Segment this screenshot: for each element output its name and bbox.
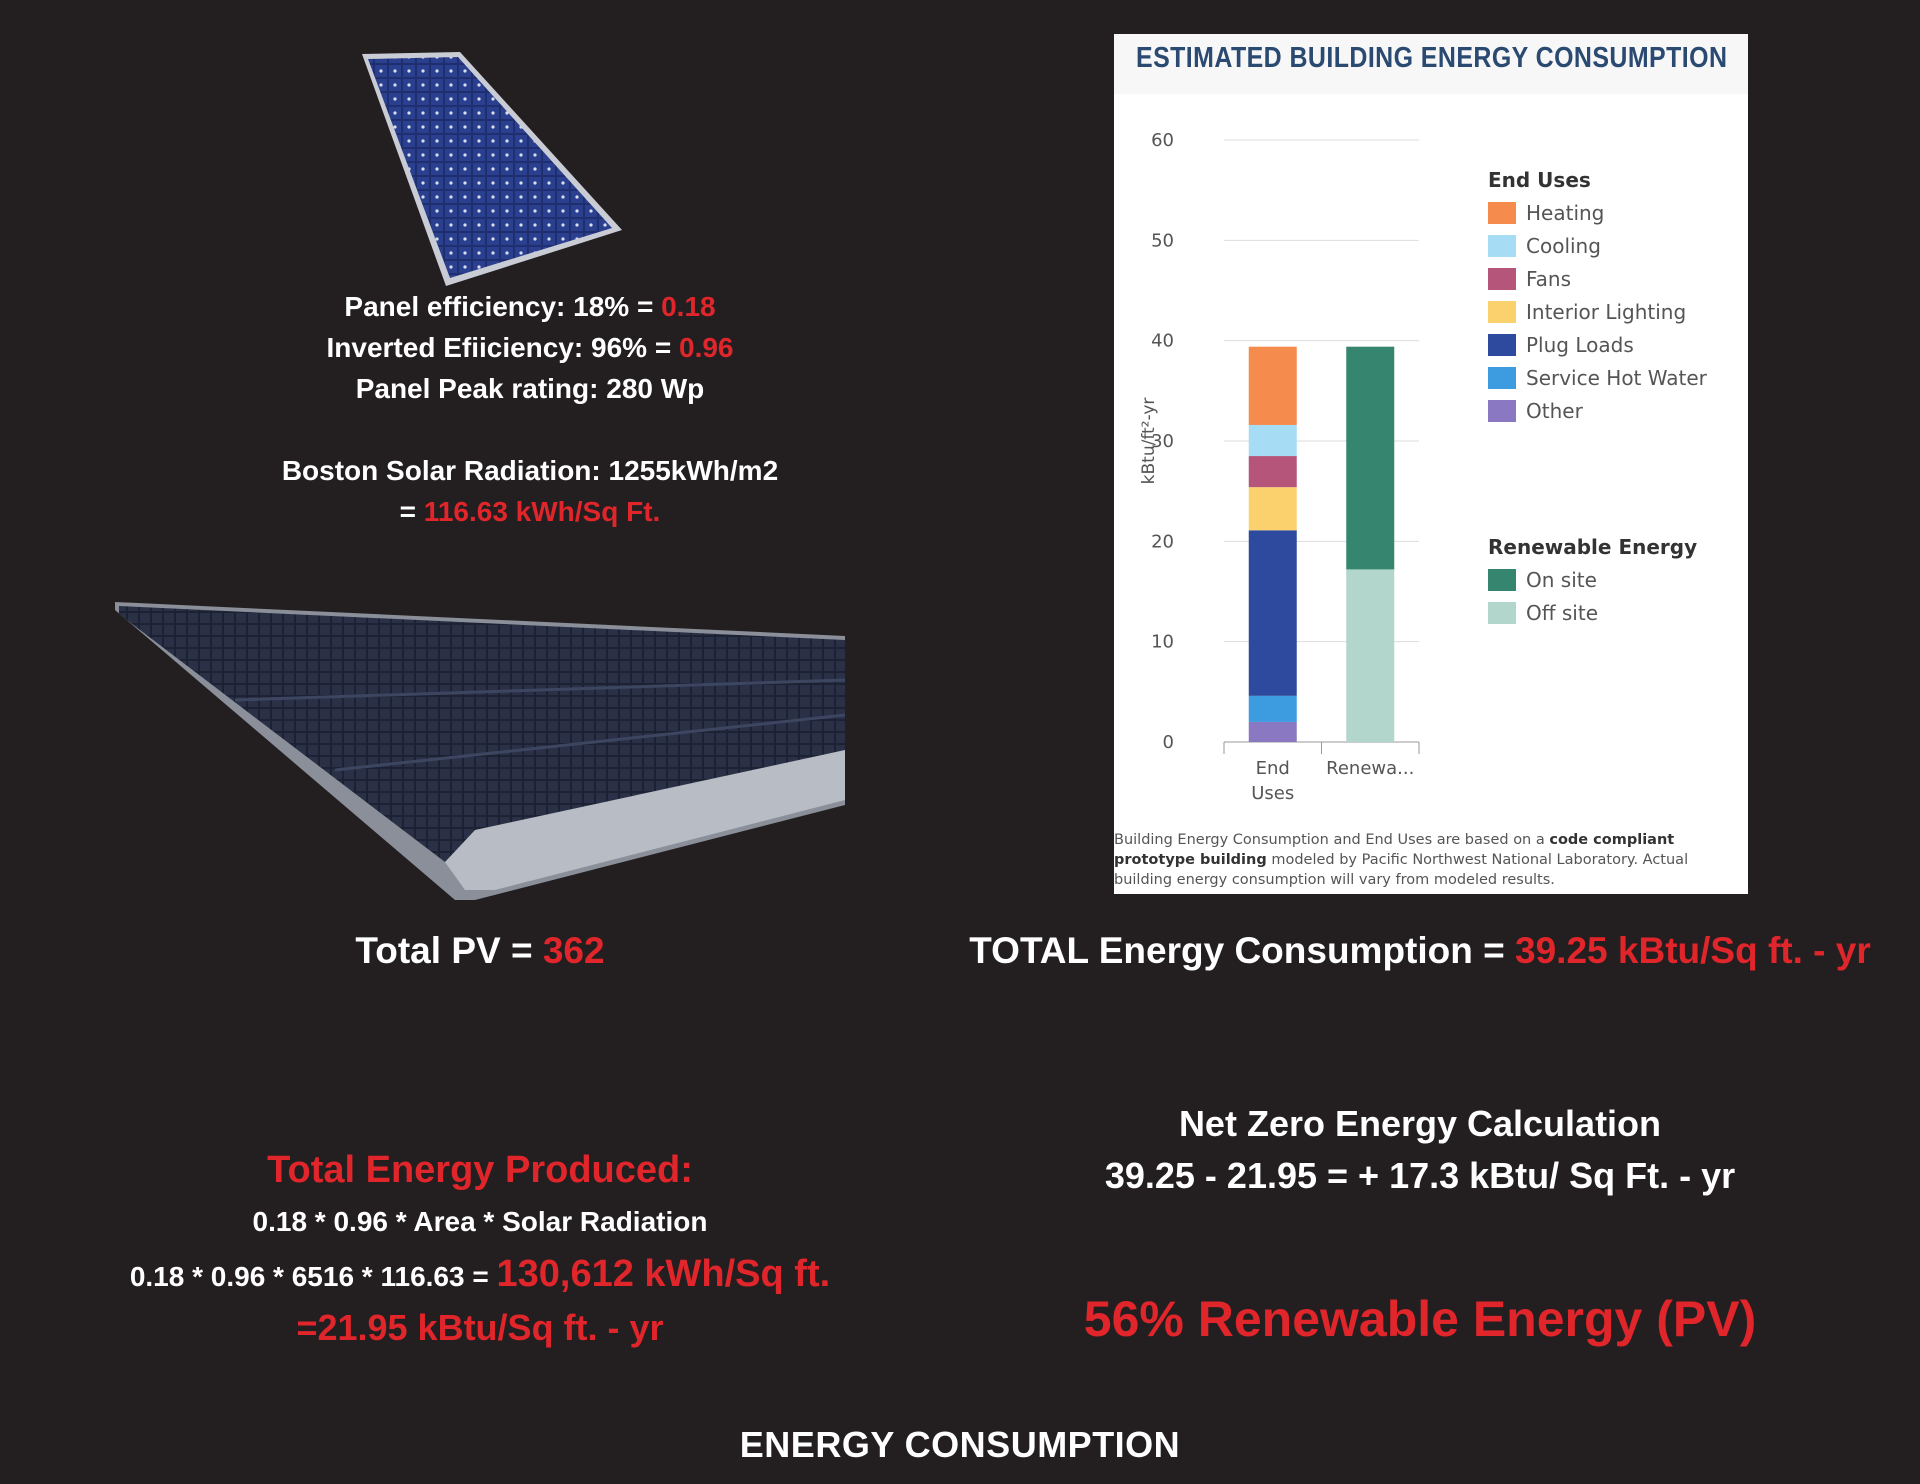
panel-efficiency-value: 0.18 [661, 291, 716, 322]
legend-label: Interior Lighting [1526, 299, 1687, 324]
y-tick-label: 20 [1151, 531, 1174, 552]
energy-produced-calc-expr: 0.18 * 0.96 * 6516 * 116.63 = [129, 1261, 497, 1292]
total-pv-value: 362 [542, 930, 605, 971]
x-category-label: Uses [1251, 783, 1294, 804]
legend-swatch [1488, 601, 1516, 624]
y-axis-label: kBtu/ft²-yr [1139, 398, 1159, 485]
legend-label: Other [1526, 398, 1583, 423]
renewable-percentage: 56% Renewable Energy (PV) [1083, 1291, 1757, 1347]
bar-segment-cooling [1248, 424, 1297, 457]
total-energy-label: TOTAL Energy Consumption = [969, 930, 1516, 971]
energy-produced-calc: 0.18 * 0.96 * 6516 * 116.63 = 130,612 kW… [60, 1248, 900, 1303]
bar-segment-off-site [1346, 569, 1395, 742]
total-energy-value: 39.25 kBtu/Sq ft. - yr [1515, 930, 1871, 971]
chart-title-bar: ESTIMATED BUILDING ENERGY CONSUMPTION [1114, 34, 1748, 94]
legend-swatch [1488, 333, 1516, 356]
y-tick-label: 10 [1151, 632, 1174, 653]
legend-swatch [1488, 568, 1516, 591]
chart-title: ESTIMATED BUILDING ENERGY CONSUMPTION [1136, 42, 1728, 74]
bar-segment-other [1248, 721, 1297, 742]
y-tick-label: 0 [1163, 732, 1174, 753]
inverter-efficiency-label: Inverted Efiiciency: 96% = [326, 332, 679, 363]
net-zero-block: Net Zero Energy Calculation 39.25 - 21.9… [1040, 1098, 1800, 1202]
legend-label: Cooling [1526, 233, 1601, 258]
legend-item: On site [1488, 563, 1707, 596]
legend-group-title: Renewable Energy [1488, 535, 1698, 559]
legend-item: Interior Lighting [1488, 295, 1707, 328]
inverter-efficiency-line: Inverted Efiiciency: 96% = 0.96 [230, 327, 830, 368]
chart-footnote: Building Energy Consumption and End Uses… [1114, 830, 1748, 890]
panel-peak-rating: Panel Peak rating: 280 Wp [355, 373, 705, 404]
panel-efficiency-line: Panel efficiency: 18% = 0.18 [230, 286, 830, 327]
y-tick-label: 50 [1151, 230, 1174, 251]
legend-item: Plug Loads [1488, 328, 1707, 361]
net-zero-title: Net Zero Energy Calculation [1178, 1103, 1662, 1144]
net-zero-equation: 39.25 - 21.95 = + 17.3 kBtu/ Sq Ft. - yr [1104, 1155, 1736, 1196]
y-tick-label: 30 [1151, 431, 1174, 452]
energy-produced-block: Total Energy Produced: 0.18 * 0.96 * Are… [60, 1144, 900, 1353]
legend-item: Fans [1488, 262, 1707, 295]
x-category-label: Renewa... [1326, 758, 1414, 779]
legend-label: On site [1526, 567, 1597, 592]
energy-consumption-chart-card: ESTIMATED BUILDING ENERGY CONSUMPTION 0 1… [1114, 34, 1748, 894]
legend-swatch [1488, 201, 1516, 224]
legend-item: Heating [1488, 196, 1707, 229]
footnote-bold: code compliant prototype building [1114, 832, 1675, 868]
energy-produced-calc-result: 130,612 kWh/Sq ft. [496, 1253, 831, 1295]
solar-array-image [115, 600, 846, 905]
legend-label: Plug Loads [1526, 332, 1634, 357]
legend-label: Heating [1526, 200, 1605, 225]
solar-radiation-line: Boston Solar Radiation: 1255kWh/m2 [281, 455, 779, 486]
energy-produced-heading: Total Energy Produced: [267, 1149, 693, 1191]
legend-item: Off site [1488, 596, 1707, 629]
legend-label: Fans [1526, 266, 1572, 291]
bar-segment-service-hot-water [1248, 695, 1297, 722]
legend-label: Off site [1526, 600, 1599, 625]
page-footer-title: ENERGY CONSUMPTION [739, 1424, 1181, 1465]
bar-segment-on-site [1346, 346, 1395, 570]
panel-efficiency-label: Panel efficiency: 18% = [344, 291, 662, 322]
legend-item: Service Hot Water [1488, 361, 1707, 394]
y-tick-label: 40 [1151, 331, 1174, 352]
legend-swatch [1488, 300, 1516, 323]
total-pv: Total PV = 362 [330, 930, 630, 972]
radiation-equals: = [399, 496, 424, 527]
legend-swatch [1488, 267, 1516, 290]
legend-swatch [1488, 399, 1516, 422]
energy-produced-converted: =21.95 kBtu/Sq ft. - yr [296, 1307, 664, 1348]
total-pv-label: Total PV = [355, 930, 543, 971]
x-category-label: End [1256, 758, 1290, 779]
total-energy-consumption: TOTAL Energy Consumption = 39.25 kBtu/Sq… [950, 930, 1890, 972]
energy-produced-formula: 0.18 * 0.96 * Area * Solar Radiation [252, 1206, 708, 1237]
solar-radiation-converted: = 116.63 kWh/Sq Ft. [230, 491, 830, 532]
legend-swatch [1488, 234, 1516, 257]
panel-specs: Panel efficiency: 18% = 0.18 Inverted Ef… [230, 286, 830, 532]
footnote-part2: modeled by Pacific Northwest National La… [1114, 852, 1689, 888]
legend-swatch [1488, 366, 1516, 389]
bar-segment-plug-loads [1248, 530, 1297, 696]
inverter-efficiency-value: 0.96 [679, 332, 734, 363]
legend-item: Cooling [1488, 229, 1707, 262]
bar-segment-heating [1248, 346, 1297, 425]
legend-group-title: End Uses [1488, 168, 1591, 192]
legend-label: Service Hot Water [1526, 365, 1707, 390]
solar-panel-image [360, 50, 630, 295]
footnote-part1: Building Energy Consumption and End Uses… [1114, 832, 1550, 848]
y-tick-label: 60 [1151, 130, 1174, 151]
stacked-bar-chart: 0 10 20 30 40 50 60 kBtu/ft²-yr End Uses Renewa... [1139, 130, 1420, 804]
bar-segment-fans [1248, 456, 1297, 488]
chart-legend: End Uses Heating Cooling Fans Interior Light… [1488, 168, 1707, 629]
legend-item: Other [1488, 394, 1707, 427]
bar-segment-interior-lighting [1248, 487, 1297, 531]
radiation-value: 116.63 kWh/Sq Ft. [423, 496, 661, 527]
